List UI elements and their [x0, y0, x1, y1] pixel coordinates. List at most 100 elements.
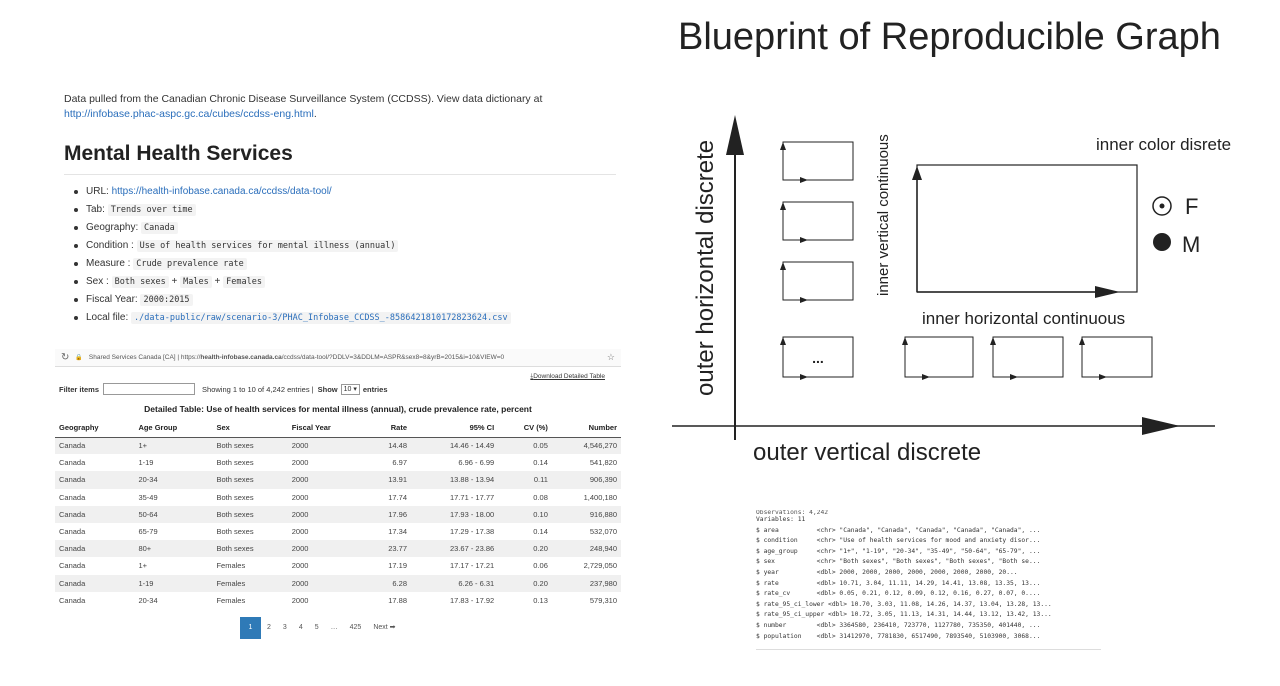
table-cell: Canada	[55, 471, 135, 489]
spec-item-value: Males	[180, 276, 212, 288]
spec-item: Condition : Use of health services for m…	[64, 237, 616, 255]
table-cell: 0.05	[498, 437, 552, 455]
spec-item: Tab: Trends over time	[64, 201, 616, 219]
table-cell: 4,546,270	[551, 437, 621, 455]
url-text[interactable]: Shared Services Canada [CA] | https://he…	[88, 354, 505, 361]
spec-item-label: Condition :	[86, 240, 137, 251]
reload-icon[interactable]: ↻	[61, 352, 70, 363]
spec-list: URL: https://health-infobase.canada.ca/c…	[64, 183, 616, 327]
table-row: Canada 35-49 Both sexes 2000 17.74 17.71 - 17…	[55, 489, 621, 506]
table-row: Canada 20-34 Both sexes 2000 13.91 13.88 - 13…	[55, 471, 621, 489]
table-cell: Canada	[59, 458, 86, 468]
table-cell: 23.67 - 23.86	[411, 540, 499, 558]
bookmark-star-icon[interactable]: ☆	[606, 352, 615, 362]
browser-screenshot: ↻ 🔒 Shared Services Canada [CA] | https:…	[55, 349, 621, 643]
url-path: /ccdss/data-tool/?DDLV=3&DDLM=ASPR&sex8=…	[281, 354, 505, 361]
download-table-link[interactable]: ⤓Download Detailed Table	[530, 373, 605, 380]
table-cell: 17.71 - 17.77	[449, 492, 495, 502]
data-dictionary-link[interactable]: http://infobase.phac-aspc.gc.ca/cubes/cc…	[64, 108, 314, 120]
spec-item-value: 2000:2015	[140, 294, 193, 306]
lock-icon: 🔒	[75, 355, 83, 361]
spec-item-label: Measure :	[86, 258, 134, 269]
table-cell: 2,729,050	[583, 561, 617, 571]
console-line: $ area <chr> "Canada", "Canada", "Canada…	[756, 526, 1041, 534]
column-header[interactable]: Number	[551, 419, 621, 438]
spec-item-value: Both sexes	[111, 276, 169, 288]
intro-paragraph: Data pulled from the Canadian Chronic Di…	[64, 92, 616, 122]
column-header[interactable]: Geography	[55, 419, 135, 438]
table-cell: 2000	[291, 561, 309, 571]
console-line: Variables: 11	[756, 516, 806, 523]
column-header[interactable]: CV (%)	[498, 419, 552, 438]
console-line: $ age_group <chr> "1+", "1-19", "20-34",…	[756, 547, 1041, 555]
table-cell: Canada	[55, 540, 135, 558]
spec-item-label: Local file:	[86, 312, 132, 323]
inner-color-label: inner color disrete	[1096, 135, 1231, 154]
detailed-table: Geography Age Group Sex Fiscal Year Rate 95% …	[55, 419, 621, 609]
table-cell: 2000	[287, 437, 367, 455]
bottom-panel-3	[1079, 336, 1153, 380]
spec-item: URL: https://health-infobase.canada.ca/c…	[64, 183, 616, 201]
column-header[interactable]: Rate	[366, 419, 412, 438]
table-cell: 17.74	[388, 492, 408, 502]
table-cell: 579,310	[589, 595, 617, 605]
spec-item-label: Fiscal Year:	[86, 294, 141, 305]
console-line: $ rate <dbl> 10.71, 3.04, 11.11, 14.29, …	[756, 579, 1041, 587]
spec-item: Fiscal Year: 2000:2015	[64, 291, 616, 309]
table-cell: Both sexes	[216, 458, 254, 468]
table-cell: 0.14	[533, 527, 548, 537]
column-header[interactable]: Age Group	[134, 419, 213, 438]
filter-label: Filter items	[59, 384, 100, 394]
table-cell: 6.28	[366, 574, 412, 592]
page-button[interactable]: 5	[314, 624, 319, 631]
page-button[interactable]: 4	[298, 624, 303, 631]
page-button[interactable]: 425	[349, 624, 362, 631]
outer-horizontal-axis-label: outer vertical discrete	[753, 439, 981, 466]
spec-item: Sex : Both sexes + Males + Females	[64, 273, 616, 291]
entries-label: entries	[362, 384, 388, 394]
table-cell: 2000	[291, 458, 309, 468]
page-button[interactable]: 2	[267, 624, 271, 631]
bottom-panel-1	[902, 336, 974, 380]
spec-item-link[interactable]: https://health-infobase.canada.ca/ccdss/…	[111, 186, 332, 197]
console-line: $ year <dbl> 2000, 2000, 2000, 2000, 200…	[756, 568, 1018, 576]
table-cell: 14.48	[366, 437, 412, 455]
next-page-button[interactable]: Next ➡	[373, 624, 396, 631]
table-cell: 17.88	[388, 595, 408, 605]
table-cell: 1+	[138, 561, 147, 571]
table-cell: 248,940	[551, 540, 621, 558]
table-cell: 6.96 - 6.99	[458, 458, 495, 468]
legend-label-m: M	[1182, 232, 1200, 257]
table-cell: 2000	[287, 574, 367, 592]
column-header[interactable]: 95% CI	[411, 419, 499, 438]
filter-input[interactable]	[103, 383, 196, 395]
page-button[interactable]: 1	[240, 617, 261, 639]
column-header[interactable]: Fiscal Year	[287, 419, 367, 438]
showing-text: Showing 1 to 10 of 4,242 entries |	[202, 384, 314, 394]
address-bar[interactable]: ↻ 🔒 Shared Services Canada [CA] | https:…	[55, 349, 621, 367]
page-button[interactable]: 3	[282, 624, 287, 631]
table-row: Canada 1-19 Females 2000 6.28 6.26 - 6.31 0.20…	[55, 574, 621, 592]
table-cell: 13.91	[366, 471, 412, 489]
table-cell: 20-34	[134, 471, 213, 489]
console-line: $ sex <chr> "Both sexes", "Both sexes", …	[756, 558, 1041, 566]
console-line: $ number <dbl> 3364580, 236410, 723770, …	[756, 621, 1041, 629]
console-cut-line: Observations: 4,242	[756, 510, 829, 515]
bottom-panel-2	[990, 336, 1064, 380]
outer-vertical-axis-label: outer horizontal discrete	[692, 140, 719, 396]
inner-horizontal-label: inner horizontal continuous	[922, 309, 1125, 328]
entries-select[interactable]: 10 ▾	[340, 383, 360, 395]
table-cell: Both sexes	[212, 505, 288, 523]
blueprint-title: Blueprint of Reproducible Graph	[678, 16, 1221, 58]
table-cell: 17.83 - 17.92	[449, 595, 495, 605]
pagination-ellipsis: …	[330, 624, 338, 631]
column-header[interactable]: Sex	[212, 419, 288, 438]
table-cell: 916,880	[551, 505, 621, 523]
table-title: Detailed Table: Use of health services f…	[144, 404, 532, 414]
table-cell: 2000	[291, 595, 309, 605]
spec-item-value: ./data-public/raw/scenario-3/PHAC_Infoba…	[131, 312, 511, 324]
blueprint-diagram: outer horizontal discrete outer vertical…	[672, 115, 1231, 466]
table-cell: 237,980	[551, 574, 621, 592]
spec-item-value: Use of health services for mental illnes…	[136, 240, 399, 252]
console-output: Observations: 4,242 Variables: 11 $ area …	[756, 510, 1101, 650]
